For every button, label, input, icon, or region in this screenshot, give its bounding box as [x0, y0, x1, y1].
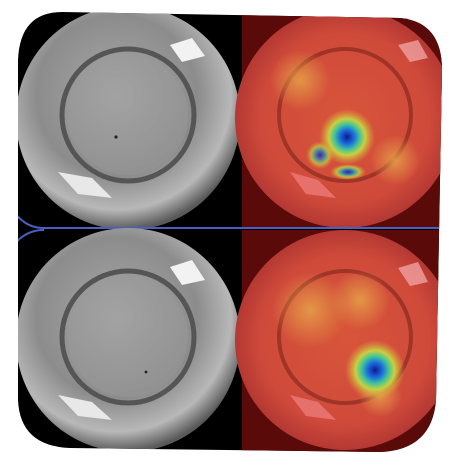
- separator: [18, 204, 442, 229]
- separator: [18, 229, 45, 252]
- plate-heatmap: [235, 230, 442, 450]
- plate-heatmap: [235, 12, 442, 228]
- plate-gray: [18, 12, 240, 230]
- plate-gray: [18, 228, 240, 452]
